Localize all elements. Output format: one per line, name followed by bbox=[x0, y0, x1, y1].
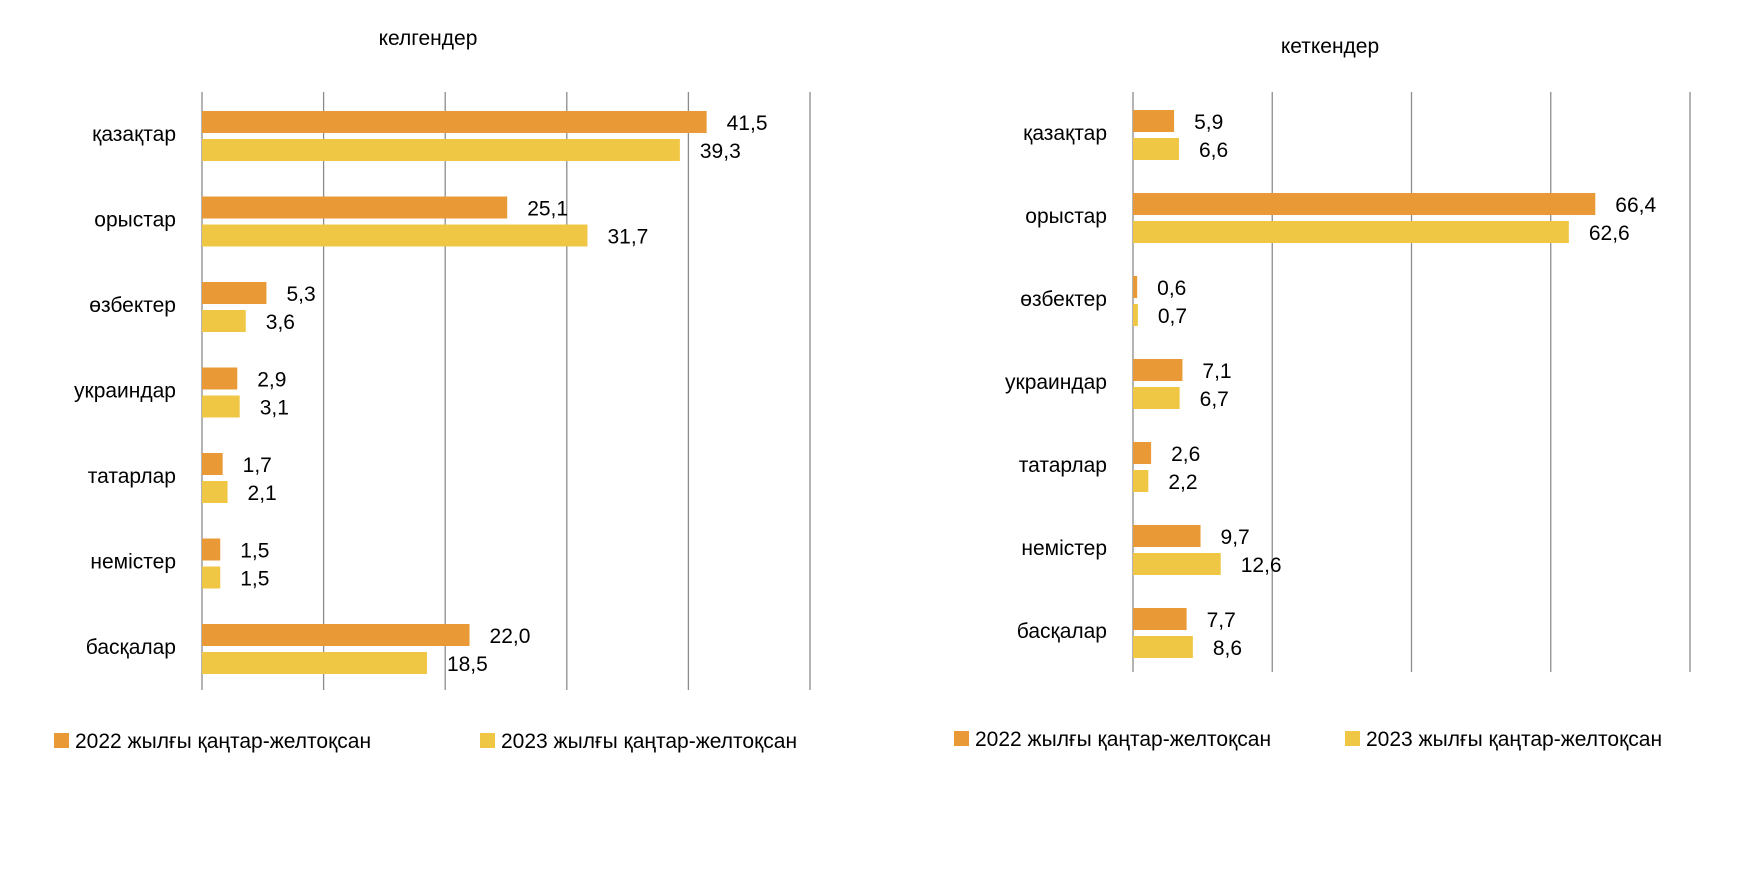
data-label: 25,1 bbox=[527, 198, 568, 221]
legend-swatch bbox=[1345, 731, 1360, 746]
bar-2023 bbox=[1133, 636, 1193, 658]
data-label: 22,0 bbox=[490, 625, 531, 648]
bar-2022 bbox=[202, 367, 238, 390]
data-label: 5,3 bbox=[286, 283, 315, 306]
departures-chart: кеткендер қазақтар 5,9 6,6 орыстар 66,4 62,6 өз… bbox=[954, 35, 1691, 751]
data-label: 39,3 bbox=[700, 140, 741, 163]
data-label: 66,4 bbox=[1615, 194, 1656, 217]
bar-2023 bbox=[202, 652, 427, 674]
category-label: украиндар bbox=[74, 380, 176, 403]
bar-2022 bbox=[202, 624, 470, 646]
chart-title: кеткендер bbox=[1281, 35, 1379, 58]
data-label: 1,7 bbox=[243, 454, 272, 477]
data-label: 6,7 bbox=[1200, 388, 1229, 411]
bar-2022 bbox=[1133, 276, 1138, 298]
bar-2023 bbox=[202, 481, 228, 503]
legend-label: 2022 жылғы қаңтар-желтоқсан bbox=[75, 730, 371, 753]
chart-title: келгендер bbox=[379, 27, 478, 50]
data-label: 1,5 bbox=[240, 568, 269, 591]
bar-2023 bbox=[202, 566, 221, 589]
data-label: 2,2 bbox=[1168, 471, 1197, 494]
legend-label: 2022 жылғы қаңтар-желтоқсан bbox=[975, 728, 1271, 751]
category-label: қазақтар bbox=[92, 123, 176, 146]
data-label: 6,6 bbox=[1199, 139, 1228, 162]
category-label: украиндар bbox=[1005, 371, 1107, 394]
bar-2023 bbox=[1133, 304, 1138, 326]
bar-2022 bbox=[1133, 359, 1183, 381]
category-label: басқалар bbox=[1017, 620, 1107, 643]
data-label: 0,7 bbox=[1158, 305, 1187, 328]
data-label: 5,9 bbox=[1194, 111, 1223, 134]
bar-2022 bbox=[202, 453, 223, 475]
bar-2022 bbox=[202, 196, 508, 219]
bar-2023 bbox=[202, 310, 246, 332]
bar-2023 bbox=[1133, 138, 1179, 160]
bar-2023 bbox=[1133, 470, 1149, 492]
category-label: орыстар bbox=[1025, 205, 1107, 228]
legend-swatch bbox=[54, 733, 69, 748]
legend-swatch bbox=[954, 731, 969, 746]
bar-2022 bbox=[1133, 442, 1152, 464]
bar-2023 bbox=[202, 139, 680, 161]
data-label: 9,7 bbox=[1221, 526, 1250, 549]
data-label: 2,9 bbox=[257, 369, 286, 392]
category-label: басқалар bbox=[86, 636, 176, 659]
bar-2022 bbox=[1133, 110, 1175, 132]
arrivals-chart: келгендер қазақтар 41,5 39,3 орыстар 25,1 31,7… bbox=[54, 27, 811, 753]
legend-label: 2023 жылғы қаңтар-желтоқсан bbox=[1366, 728, 1662, 751]
data-label: 3,6 bbox=[266, 311, 295, 334]
data-label: 7,7 bbox=[1207, 609, 1236, 632]
category-label: немістер bbox=[1021, 537, 1107, 560]
bar-2023 bbox=[1133, 387, 1180, 409]
category-label: татарлар bbox=[1019, 454, 1107, 477]
category-label: орыстар bbox=[94, 209, 176, 232]
bar-2022 bbox=[202, 111, 707, 133]
bar-2022 bbox=[1133, 608, 1187, 630]
legend-swatch bbox=[480, 733, 495, 748]
bar-2023 bbox=[202, 224, 588, 247]
bar-2023 bbox=[1133, 553, 1221, 575]
data-label: 2,1 bbox=[248, 482, 277, 505]
data-label: 18,5 bbox=[447, 653, 488, 676]
legend-label: 2023 жылғы қаңтар-желтоқсан bbox=[501, 730, 797, 753]
data-label: 41,5 bbox=[727, 112, 768, 135]
category-label: немістер bbox=[90, 551, 176, 574]
bar-2022 bbox=[202, 282, 267, 304]
category-label: өзбектер bbox=[89, 294, 176, 317]
bar-2022 bbox=[202, 538, 221, 561]
category-label: татарлар bbox=[88, 465, 176, 488]
data-label: 8,6 bbox=[1213, 637, 1242, 660]
data-label: 2,6 bbox=[1171, 443, 1200, 466]
bar-2022 bbox=[1133, 193, 1596, 215]
category-label: өзбектер bbox=[1020, 288, 1107, 311]
data-label: 7,1 bbox=[1202, 360, 1231, 383]
category-label: қазақтар bbox=[1023, 122, 1107, 145]
bar-2022 bbox=[1133, 525, 1201, 547]
data-label: 1,5 bbox=[240, 540, 269, 563]
data-label: 12,6 bbox=[1241, 554, 1282, 577]
bar-2023 bbox=[202, 395, 240, 418]
data-label: 3,1 bbox=[260, 397, 289, 420]
data-label: 31,7 bbox=[607, 226, 648, 249]
bar-2023 bbox=[1133, 221, 1569, 243]
data-label: 0,6 bbox=[1157, 277, 1186, 300]
data-label: 62,6 bbox=[1589, 222, 1630, 245]
